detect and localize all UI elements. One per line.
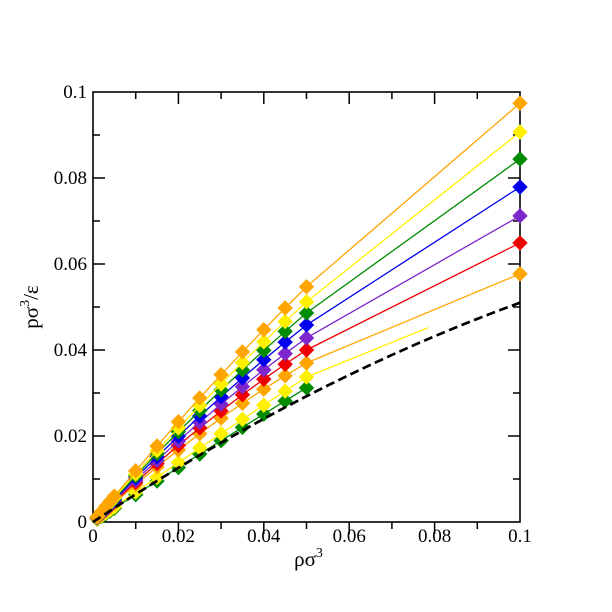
data-point-marker: [234, 354, 251, 371]
data-point-marker: [234, 344, 251, 360]
data-point-marker: [256, 352, 272, 368]
data-point-marker: [234, 387, 251, 403]
data-point-marker: [512, 235, 528, 251]
data-point-marker: [149, 438, 165, 454]
data-point-marker: [213, 366, 229, 383]
data-point-marker: [192, 390, 208, 406]
data-point-marker: [234, 370, 251, 386]
data-point-marker: [512, 208, 528, 224]
data-point-marker: [234, 395, 251, 411]
data-point-marker: [512, 95, 528, 111]
data-point-marker: [298, 355, 315, 371]
y-tick-label: 0.04: [54, 340, 88, 361]
data-point-marker: [256, 321, 272, 338]
y-axis-label: pσ3/ε: [18, 285, 43, 329]
data-point-marker: [298, 330, 315, 346]
x-tick-label: 0.08: [418, 526, 451, 547]
data-point-marker: [277, 345, 293, 362]
data-point-marker: [277, 383, 293, 399]
data-point-marker: [277, 323, 293, 340]
data-point-marker: [512, 179, 528, 195]
x-tick-label: 0.02: [162, 526, 195, 547]
data-point-marker: [277, 356, 293, 372]
x-tick-label: 0: [88, 526, 98, 547]
data-point-marker: [512, 151, 528, 167]
data-point-marker: [277, 368, 293, 384]
data-point-marker: [298, 369, 315, 385]
data-point-marker: [149, 469, 165, 485]
y-tick-label: 0: [78, 512, 88, 533]
data-point-marker: [256, 397, 272, 413]
data-point-marker: [277, 334, 293, 350]
data-point-marker: [256, 362, 272, 378]
data-point-marker: [277, 300, 293, 316]
data-point-marker: [170, 454, 187, 471]
x-tick-label: 0.04: [247, 526, 281, 547]
data-point-marker: [298, 317, 315, 333]
data-point-marker: [106, 488, 123, 504]
y-tick-label: 0.08: [54, 168, 87, 189]
data-point-marker: [213, 376, 229, 392]
x-axis-label: ρσ3: [294, 546, 323, 571]
x-tick-label: 0.06: [333, 526, 366, 547]
data-point-marker: [170, 414, 187, 430]
data-point-marker: [277, 313, 293, 330]
y-tick-label: 0.02: [54, 426, 87, 447]
data-point-marker: [256, 381, 272, 397]
data-point-marker: [256, 342, 272, 359]
data-point-marker: [127, 463, 144, 479]
data-point-marker: [234, 378, 251, 395]
data-point-marker: [298, 342, 315, 358]
data-point-marker: [256, 334, 272, 350]
data-point-marker: [234, 411, 251, 427]
data-point-marker: [213, 425, 229, 442]
y-tick-label: 0.06: [54, 254, 87, 275]
data-point-marker: [234, 419, 251, 436]
y-tick-label: 0.1: [63, 82, 87, 103]
data-point-marker: [256, 371, 272, 387]
data-point-marker: [512, 266, 528, 282]
x-tick-label: 0.1: [508, 526, 532, 547]
series-line-reference-curve-dashed: [92, 301, 521, 524]
data-point-marker: [512, 124, 528, 140]
data-point-marker: [298, 305, 315, 321]
data-point-marker: [298, 279, 315, 295]
data-point-marker: [298, 294, 315, 310]
